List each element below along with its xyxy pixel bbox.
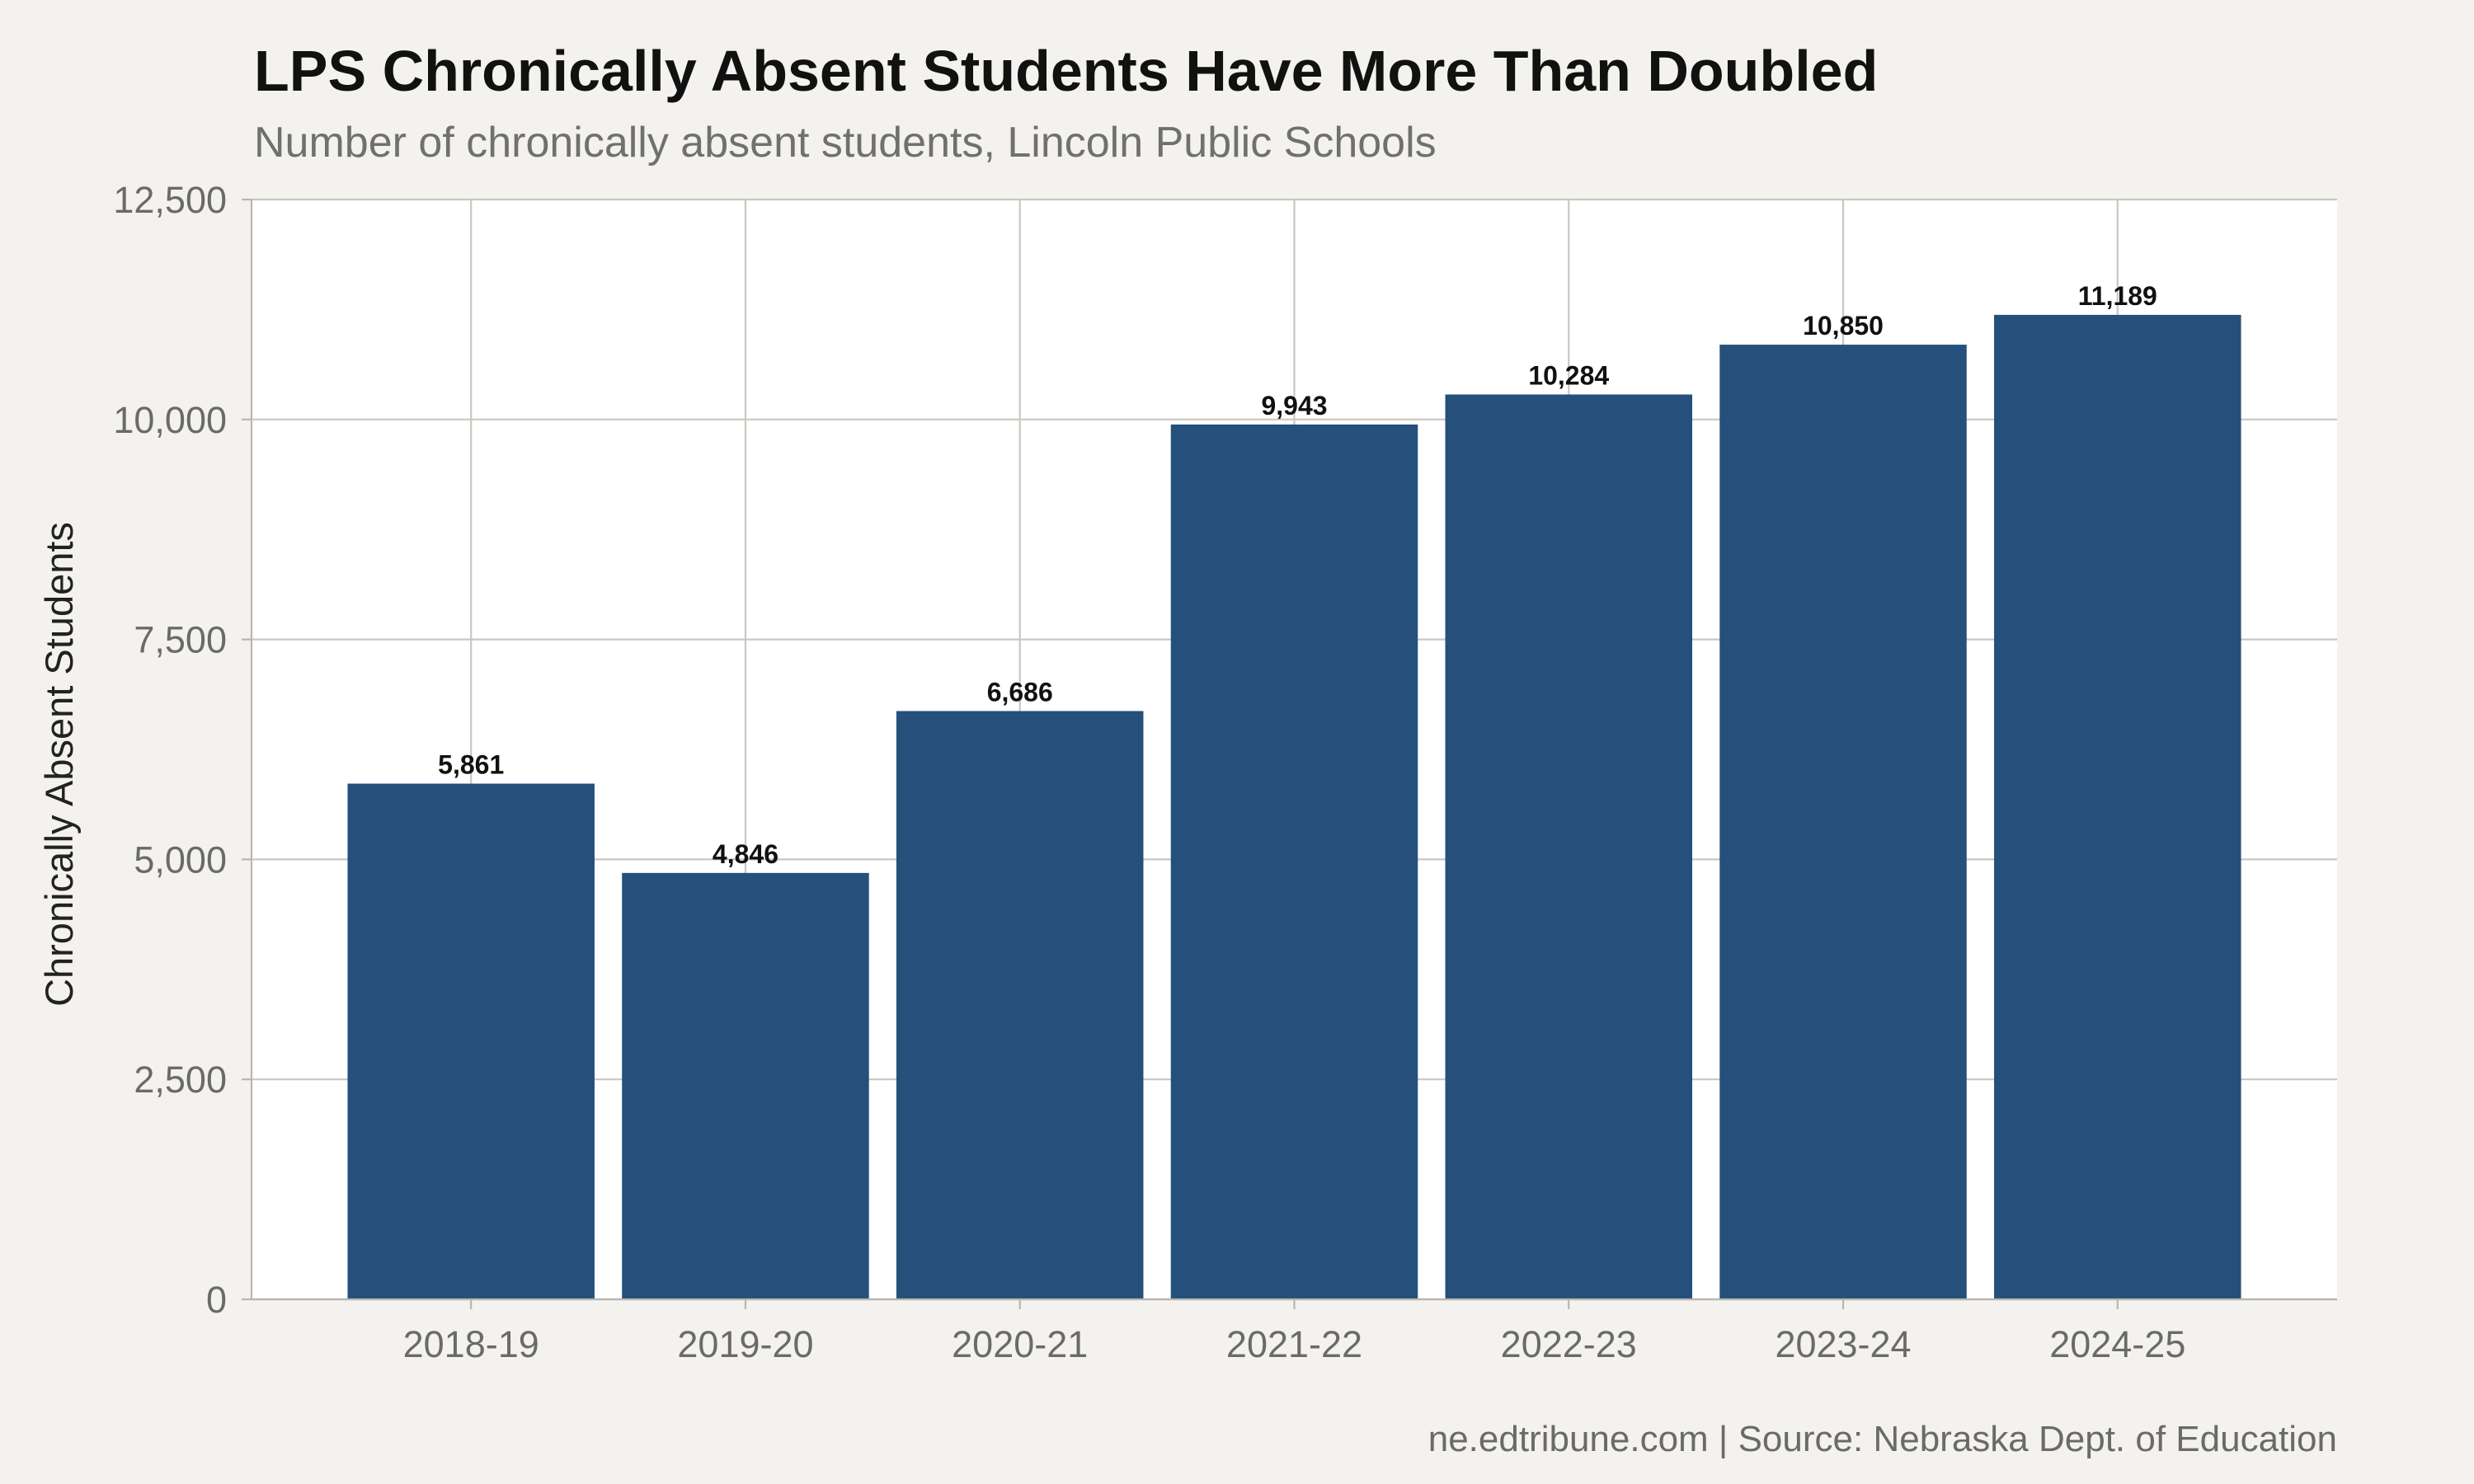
y-tick-label: 2,500 [134,1059,227,1101]
y-tick-label: 12,500 [113,179,227,221]
chart-title: LPS Chronically Absent Students Have Mor… [254,39,1878,103]
source-caption: ne.edtribune.com | Source: Nebraska Dept… [1428,1419,2337,1459]
x-tick-label: 2019-20 [677,1323,813,1365]
y-tick-label: 5,000 [134,838,227,881]
bar [1170,424,1418,1299]
x-tick-label: 2018-19 [403,1323,539,1365]
data-label: 6,686 [987,677,1053,707]
bar-series [347,314,2241,1300]
bar [622,872,869,1299]
axes [242,198,2337,1309]
bar [347,783,595,1299]
data-label: 11,189 [2078,281,2157,311]
x-tick-labels: 2018-19 2019-20 2020-21 2021-22 2022-23 2023-… [403,1323,2186,1365]
x-tick-label: 2020-21 [952,1323,1088,1365]
y-tick-label: 10,000 [113,399,227,441]
bar [1719,345,1967,1299]
y-tick-label: 7,500 [134,619,227,661]
data-label: 5,861 [438,750,504,780]
x-tick-label: 2024-25 [2049,1323,2185,1365]
x-tick-label: 2022-23 [1501,1323,1637,1365]
bar [1445,394,1693,1300]
data-label: 10,850 [1803,311,1884,340]
bar [1994,314,2241,1299]
y-axis-label: Chronically Absent Students [37,522,81,1007]
data-labels: 5,861 4,846 6,686 9,943 10,284 10,850 11,189 [438,281,2157,869]
data-label: 10,284 [1528,360,1609,390]
bar [896,711,1144,1299]
y-tick-labels: 0 2,500 5,000 7,500 10,000 12,500 [113,179,227,1321]
chart-subtitle: Number of chronically absent students, L… [254,119,1437,167]
x-tick-label: 2023-24 [1775,1323,1911,1365]
data-label: 9,943 [1261,391,1327,420]
data-label: 4,846 [713,839,778,869]
x-tick-label: 2021-22 [1226,1323,1362,1365]
y-tick-label: 0 [206,1279,227,1321]
